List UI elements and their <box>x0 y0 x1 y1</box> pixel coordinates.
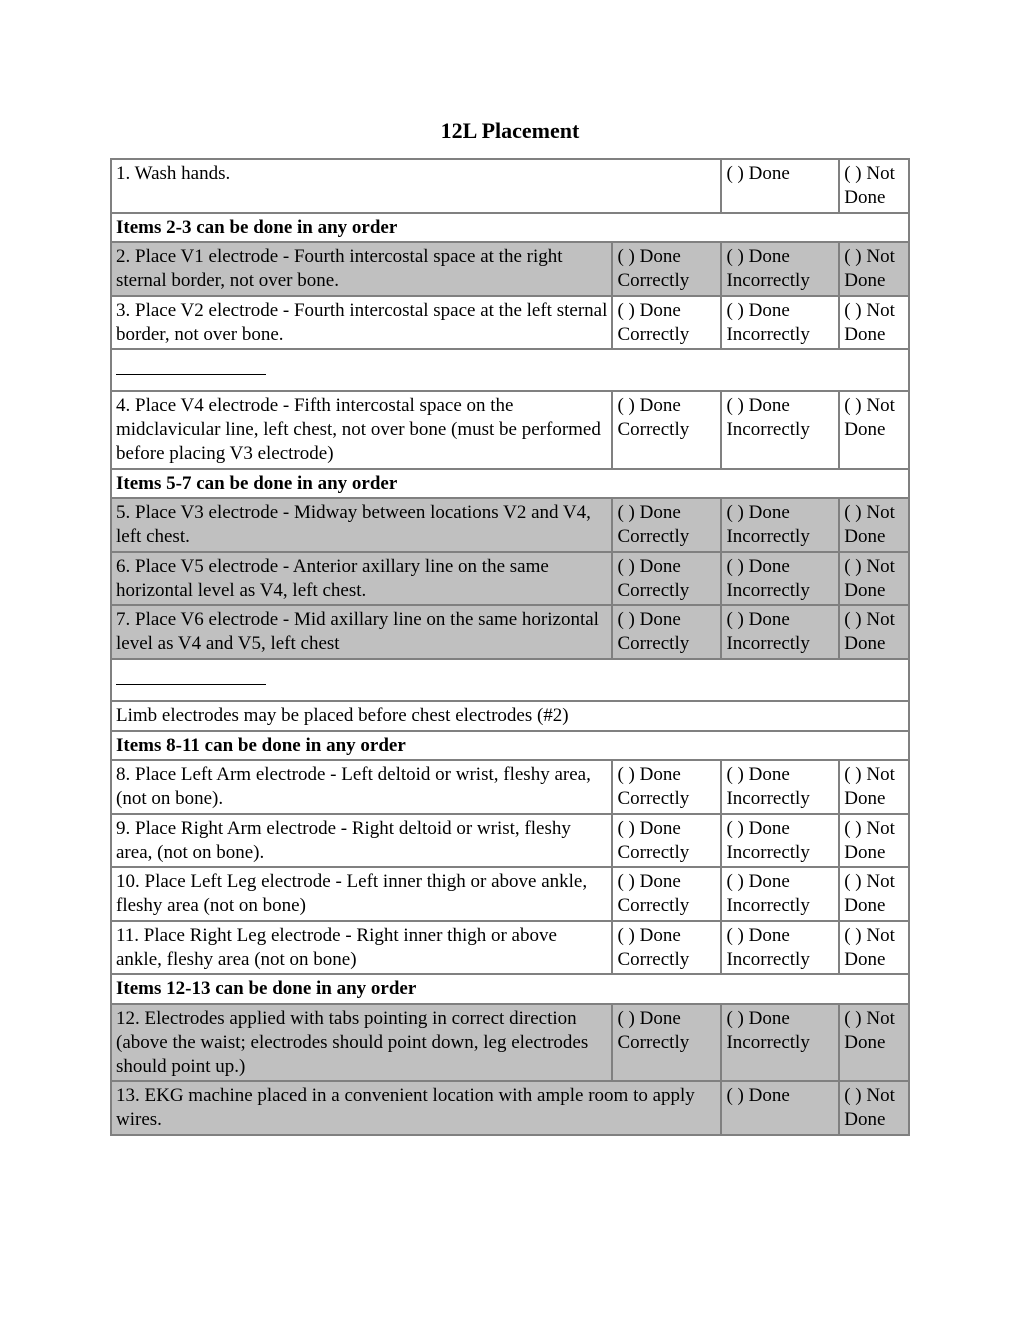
page-title: 12L Placement <box>110 118 910 144</box>
option-done-incorrectly[interactable]: ( ) Done Incorrectly <box>721 605 839 659</box>
option-done-correctly[interactable]: ( ) Done Correctly <box>612 867 721 921</box>
option-not-done[interactable]: ( ) Not Done <box>839 1004 909 1081</box>
task-text: 7. Place V6 electrode - Mid axillary lin… <box>111 605 612 659</box>
section-text: Items 8-11 can be done in any order <box>111 731 909 761</box>
task-text: 5. Place V3 electrode - Midway between l… <box>111 498 612 552</box>
section-header: Items 8-11 can be done in any order <box>111 731 909 761</box>
option-not-done[interactable]: ( ) Not Done <box>839 1081 909 1135</box>
task-text: 9. Place Right Arm electrode - Right del… <box>111 814 612 868</box>
option-not-done[interactable]: ( ) Not Done <box>839 921 909 975</box>
option-not-done[interactable]: ( ) Not Done <box>839 814 909 868</box>
option-done-incorrectly[interactable]: ( ) Done Incorrectly <box>721 498 839 552</box>
table-row: 6. Place V5 electrode - Anterior axillar… <box>111 552 909 606</box>
note-row: Limb electrodes may be placed before che… <box>111 701 909 731</box>
option-not-done[interactable]: ( ) Not Done <box>839 605 909 659</box>
section-text: Items 12-13 can be done in any order <box>111 974 909 1004</box>
table-row: 9. Place Right Arm electrode - Right del… <box>111 814 909 868</box>
task-text: 12. Electrodes applied with tabs pointin… <box>111 1004 612 1081</box>
table-row: 13. EKG machine placed in a convenient l… <box>111 1081 909 1135</box>
option-done-incorrectly[interactable]: ( ) Done Incorrectly <box>721 552 839 606</box>
option-not-done[interactable]: ( ) Not Done <box>839 159 909 213</box>
option-done-correctly[interactable]: ( ) Done Correctly <box>612 814 721 868</box>
section-header: Items 2-3 can be done in any order <box>111 213 909 243</box>
option-done[interactable]: ( ) Done <box>721 1081 839 1135</box>
option-done-correctly[interactable]: ( ) Done Correctly <box>612 296 721 350</box>
option-not-done[interactable]: ( ) Not Done <box>839 552 909 606</box>
task-text: 6. Place V5 electrode - Anterior axillar… <box>111 552 612 606</box>
option-done-incorrectly[interactable]: ( ) Done Incorrectly <box>721 921 839 975</box>
table-row: 11. Place Right Leg electrode - Right in… <box>111 921 909 975</box>
note-text: Limb electrodes may be placed before che… <box>111 701 909 731</box>
option-done-correctly[interactable]: ( ) Done Correctly <box>612 1004 721 1081</box>
section-text: Items 5-7 can be done in any order <box>111 469 909 499</box>
divider-row <box>111 659 909 701</box>
option-done-correctly[interactable]: ( ) Done Correctly <box>612 552 721 606</box>
task-text: 4. Place V4 electrode - Fifth intercosta… <box>111 391 612 468</box>
option-done-correctly[interactable]: ( ) Done Correctly <box>612 498 721 552</box>
page: 12L Placement 1. Wash hands. ( ) Done ( … <box>0 0 1020 1320</box>
option-not-done[interactable]: ( ) Not Done <box>839 296 909 350</box>
task-text: 8. Place Left Arm electrode - Left delto… <box>111 760 612 814</box>
task-text: 11. Place Right Leg electrode - Right in… <box>111 921 612 975</box>
task-text: 13. EKG machine placed in a convenient l… <box>111 1081 721 1135</box>
option-done-incorrectly[interactable]: ( ) Done Incorrectly <box>721 296 839 350</box>
option-not-done[interactable]: ( ) Not Done <box>839 867 909 921</box>
option-done[interactable]: ( ) Done <box>721 159 839 213</box>
table-row: 1. Wash hands. ( ) Done ( ) Not Done <box>111 159 909 213</box>
option-not-done[interactable]: ( ) Not Done <box>839 760 909 814</box>
option-not-done[interactable]: ( ) Not Done <box>839 242 909 296</box>
divider-row <box>111 349 909 391</box>
option-done-incorrectly[interactable]: ( ) Done Incorrectly <box>721 391 839 468</box>
task-text: 10. Place Left Leg electrode - Left inne… <box>111 867 612 921</box>
table-row: 3. Place V2 electrode - Fourth intercost… <box>111 296 909 350</box>
option-done-incorrectly[interactable]: ( ) Done Incorrectly <box>721 242 839 296</box>
option-done-incorrectly[interactable]: ( ) Done Incorrectly <box>721 814 839 868</box>
option-done-correctly[interactable]: ( ) Done Correctly <box>612 242 721 296</box>
table-row: 7. Place V6 electrode - Mid axillary lin… <box>111 605 909 659</box>
option-done-incorrectly[interactable]: ( ) Done Incorrectly <box>721 867 839 921</box>
table-row: 4. Place V4 electrode - Fifth intercosta… <box>111 391 909 468</box>
task-text: 3. Place V2 electrode - Fourth intercost… <box>111 296 612 350</box>
table-row: 8. Place Left Arm electrode - Left delto… <box>111 760 909 814</box>
task-text: 2. Place V1 electrode - Fourth intercost… <box>111 242 612 296</box>
section-text: Items 2-3 can be done in any order <box>111 213 909 243</box>
task-text: 1. Wash hands. <box>111 159 721 213</box>
option-not-done[interactable]: ( ) Not Done <box>839 498 909 552</box>
divider-line <box>116 374 266 375</box>
table-row: 12. Electrodes applied with tabs pointin… <box>111 1004 909 1081</box>
option-done-correctly[interactable]: ( ) Done Correctly <box>612 391 721 468</box>
table-row: 2. Place V1 electrode - Fourth intercost… <box>111 242 909 296</box>
option-done-correctly[interactable]: ( ) Done Correctly <box>612 605 721 659</box>
divider-line <box>116 684 266 685</box>
option-done-correctly[interactable]: ( ) Done Correctly <box>612 921 721 975</box>
section-header: Items 5-7 can be done in any order <box>111 469 909 499</box>
section-header: Items 12-13 can be done in any order <box>111 974 909 1004</box>
option-not-done[interactable]: ( ) Not Done <box>839 391 909 468</box>
checklist-table: 1. Wash hands. ( ) Done ( ) Not Done Ite… <box>110 158 910 1136</box>
option-done-correctly[interactable]: ( ) Done Correctly <box>612 760 721 814</box>
table-row: 10. Place Left Leg electrode - Left inne… <box>111 867 909 921</box>
table-row: 5. Place V3 electrode - Midway between l… <box>111 498 909 552</box>
option-done-incorrectly[interactable]: ( ) Done Incorrectly <box>721 760 839 814</box>
option-done-incorrectly[interactable]: ( ) Done Incorrectly <box>721 1004 839 1081</box>
